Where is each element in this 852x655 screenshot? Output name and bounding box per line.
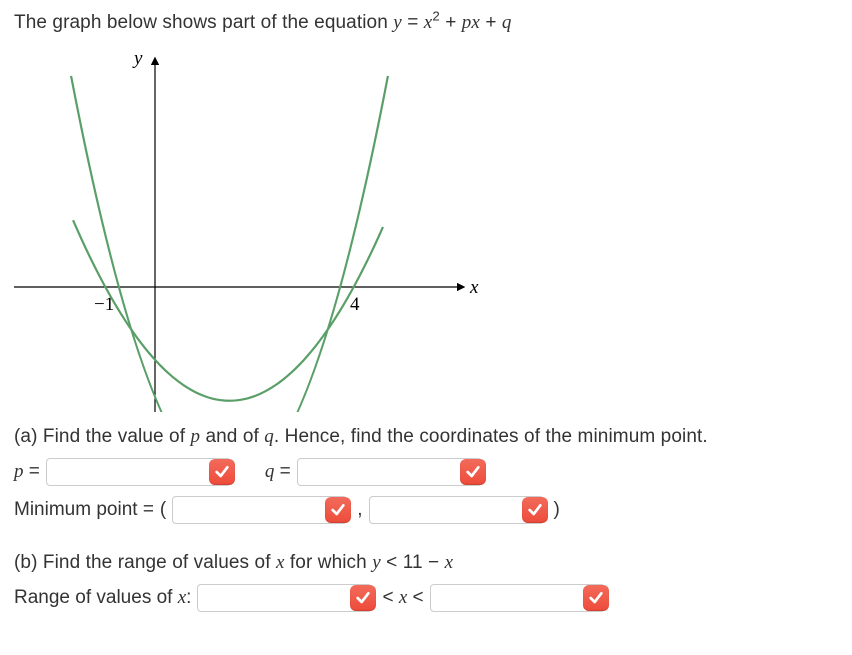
eq-y: y xyxy=(393,12,402,33)
p-input[interactable] xyxy=(46,458,231,486)
a-post: . Hence, find the coordinates of the min… xyxy=(274,426,708,447)
eq-sq: 2 xyxy=(432,9,440,24)
parabola-path xyxy=(73,220,383,401)
b-mid: for which xyxy=(285,552,373,573)
part-a-prompt: (a) Find the value of p and of q. Hence,… xyxy=(14,426,838,448)
range-label: Range of values of x: xyxy=(14,587,191,609)
graph-svg: −1 4 y x xyxy=(14,42,484,412)
b-x2: x xyxy=(445,552,454,573)
p-label: p = xyxy=(14,461,40,483)
q-eq: = xyxy=(274,461,290,482)
a-pre: (a) Find the value of xyxy=(14,426,190,447)
min-x-input[interactable] xyxy=(172,496,347,524)
eq-plus1: + xyxy=(440,12,462,33)
x-axis-label: x xyxy=(469,277,479,298)
lt-post: < xyxy=(407,587,423,608)
q-label: q = xyxy=(265,461,291,483)
min-row: Minimum point = ( , ) xyxy=(14,496,838,524)
eq-equals: = xyxy=(402,12,424,33)
q-var: q xyxy=(265,461,275,482)
b-minus: − xyxy=(423,552,445,573)
range-high-input[interactable] xyxy=(430,584,605,612)
a-q: q xyxy=(264,426,274,447)
paren-open: ( xyxy=(160,499,166,521)
lt-x-lt: < x < xyxy=(382,587,423,609)
range-row: Range of values of x: < x < xyxy=(14,584,838,612)
range-pre: Range of values of xyxy=(14,587,178,608)
pq-row: p = q = xyxy=(14,458,838,486)
range-x: x xyxy=(178,587,186,608)
b-pre: (b) Find the range of values of xyxy=(14,552,276,573)
eq-q: q xyxy=(502,12,512,33)
b-lt: < xyxy=(381,552,403,573)
eq-x2: x xyxy=(471,12,480,33)
p-var: p xyxy=(14,461,24,482)
b-11: 11 xyxy=(403,552,423,573)
range-low-input[interactable] xyxy=(197,584,372,612)
paren-close: ) xyxy=(554,499,560,521)
b-x: x xyxy=(276,552,285,573)
b-y: y xyxy=(372,552,381,573)
eq-p: p xyxy=(462,12,472,33)
min-comma: , xyxy=(357,499,362,521)
p-eq: = xyxy=(24,461,40,482)
graph: −1 4 y x xyxy=(14,42,838,418)
part-b-prompt: (b) Find the range of values of x for wh… xyxy=(14,552,838,574)
intro-prefix: The graph below shows part of the equati… xyxy=(14,12,393,33)
min-label: Minimum point = xyxy=(14,499,154,521)
q-input[interactable] xyxy=(297,458,482,486)
a-p: p xyxy=(190,426,200,447)
intro-text: The graph below shows part of the equati… xyxy=(14,12,838,34)
y-axis-label: y xyxy=(132,48,143,69)
a-mid: and of xyxy=(200,426,264,447)
parabola-curve xyxy=(71,76,388,412)
range-post: : xyxy=(186,587,191,608)
tick-4: 4 xyxy=(350,294,360,315)
min-y-input[interactable] xyxy=(369,496,544,524)
lt-x: x xyxy=(399,587,407,608)
eq-plus2: + xyxy=(480,12,502,33)
lt-pre: < xyxy=(382,587,398,608)
